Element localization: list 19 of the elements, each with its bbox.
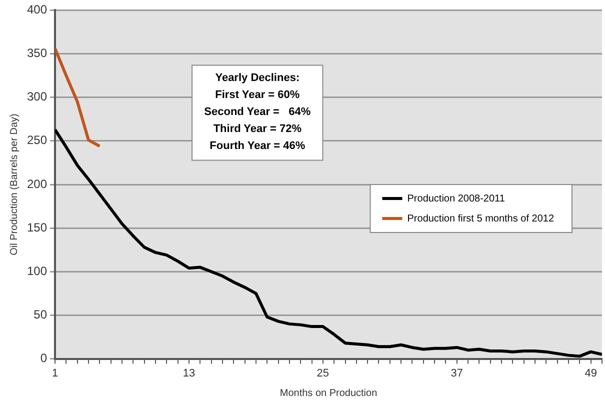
y-tick-label: 0 (40, 351, 48, 366)
y-axis-title: Oil Production (Barrels per Day) (8, 114, 20, 256)
x-tick-label: 13 (182, 367, 196, 380)
x-tick-label: 37 (450, 367, 464, 380)
y-tick-label: 350 (26, 46, 48, 60)
x-axis-title: Months on Production (280, 388, 378, 399)
y-tick-label: 150 (26, 220, 48, 234)
legend-label: Production first 5 months of 2012 (407, 213, 554, 224)
y-tick-label: 50 (34, 308, 48, 322)
annotation: Yearly Declines: First Year = 60% Second Year = 64% Third Year = 72% Fourth Year = 46% (204, 72, 311, 152)
x-tick-label: 49 (584, 367, 597, 380)
legend-label: Production 2008-2011 (407, 193, 506, 204)
y-tick-label: 400 (26, 2, 48, 17)
x-tick-label: 25 (316, 367, 330, 380)
y-tick-label: 250 (26, 133, 48, 148)
y-tick-label: 300 (26, 90, 48, 104)
y-tick-label: 200 (26, 176, 48, 191)
y-tick-label: 100 (26, 264, 48, 278)
x-tick-label: 1 (52, 367, 58, 380)
